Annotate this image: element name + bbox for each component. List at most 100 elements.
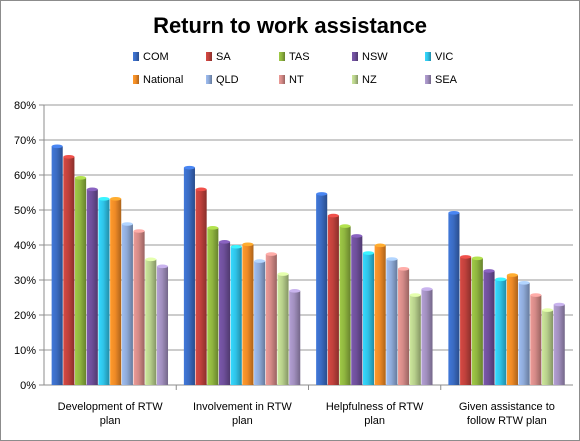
bar	[289, 290, 301, 385]
bar-top	[530, 293, 542, 297]
bar	[195, 189, 207, 385]
bar-top	[207, 226, 219, 230]
bar	[460, 256, 472, 385]
y-tick-label: 50%	[14, 205, 36, 217]
bar	[183, 167, 195, 385]
bar	[541, 310, 554, 385]
legend-label: QLD	[216, 74, 239, 86]
legend-label: SA	[216, 51, 231, 63]
bar	[518, 282, 530, 385]
bar	[351, 235, 363, 385]
bar-top	[518, 281, 530, 285]
bar	[218, 241, 231, 385]
bar-top	[75, 176, 87, 180]
bar-top	[183, 165, 195, 170]
bar	[63, 156, 75, 385]
legend-label: NZ	[362, 74, 377, 86]
y-tick-label: 0%	[20, 380, 36, 392]
y-tick-label: 70%	[14, 135, 36, 147]
bar-top	[254, 259, 266, 263]
bar-top	[156, 264, 169, 269]
bar-top	[316, 192, 328, 196]
bar-top	[398, 267, 410, 271]
legend-swatch	[425, 75, 431, 84]
bar-top	[110, 197, 122, 201]
bar	[133, 231, 145, 385]
bar	[398, 268, 410, 385]
bar	[230, 246, 242, 385]
legend-label: TAS	[289, 51, 310, 63]
x-category-label: Helpfulness of RTW	[326, 401, 424, 413]
bar-top	[230, 244, 242, 249]
bar-top	[195, 187, 207, 192]
bar	[75, 177, 87, 385]
bar-top	[145, 257, 157, 262]
legend-label: VIC	[435, 51, 453, 63]
legend-swatch	[352, 75, 358, 84]
bar	[483, 270, 495, 385]
bar	[471, 258, 483, 385]
bar-top	[133, 229, 145, 233]
x-category-label: follow RTW plan	[467, 415, 547, 427]
legend-swatch	[133, 75, 139, 84]
bar-top	[506, 273, 518, 277]
x-category-label: Given assistance to	[459, 401, 555, 413]
bar-top	[218, 240, 231, 244]
bar	[495, 279, 507, 385]
bar-top	[327, 213, 339, 218]
legend-label: NT	[289, 74, 304, 86]
bar-top	[483, 269, 495, 273]
bar	[156, 266, 169, 385]
bar	[277, 274, 289, 385]
chart-title: Return to work assistance	[153, 13, 427, 38]
bar	[207, 227, 219, 385]
bar	[339, 226, 351, 385]
bar-top	[351, 234, 363, 238]
bar	[254, 261, 266, 385]
bar	[374, 245, 386, 385]
y-tick-label: 40%	[14, 240, 36, 252]
legend-swatch	[279, 52, 285, 61]
x-category-label: plan	[232, 415, 253, 427]
bar-top	[471, 256, 483, 261]
bar	[448, 212, 460, 385]
x-category-label: plan	[364, 415, 385, 427]
bar	[386, 259, 398, 385]
bar-top	[386, 257, 398, 261]
bar	[530, 295, 542, 385]
legend-swatch	[425, 52, 431, 61]
bar-top	[541, 308, 554, 312]
bar	[98, 198, 110, 385]
bar	[409, 295, 421, 385]
legend-label: NSW	[362, 51, 388, 63]
bar	[421, 289, 433, 385]
bar-top	[277, 272, 289, 276]
bar-top	[421, 287, 433, 291]
bar	[86, 189, 98, 385]
x-category-label: plan	[100, 415, 121, 427]
legend-swatch	[352, 52, 358, 61]
bar-top	[374, 243, 386, 248]
bar-top	[242, 242, 254, 247]
y-tick-label: 10%	[14, 345, 36, 357]
legend-swatch	[206, 75, 212, 84]
y-tick-label: 30%	[14, 275, 36, 287]
bar	[242, 244, 254, 385]
y-tick-label: 60%	[14, 170, 36, 182]
bar	[553, 304, 565, 385]
y-tick-label: 80%	[14, 100, 36, 112]
bar	[506, 275, 518, 385]
bar	[362, 253, 375, 385]
bar-top	[51, 144, 63, 149]
bar-top	[86, 187, 98, 192]
bar-top	[553, 302, 565, 307]
legend-swatch	[279, 75, 285, 84]
bar-top	[362, 251, 375, 255]
bar	[316, 193, 328, 385]
bar	[121, 224, 133, 385]
y-tick-label: 20%	[14, 310, 36, 322]
bar	[110, 198, 122, 385]
legend-swatch	[206, 52, 212, 61]
